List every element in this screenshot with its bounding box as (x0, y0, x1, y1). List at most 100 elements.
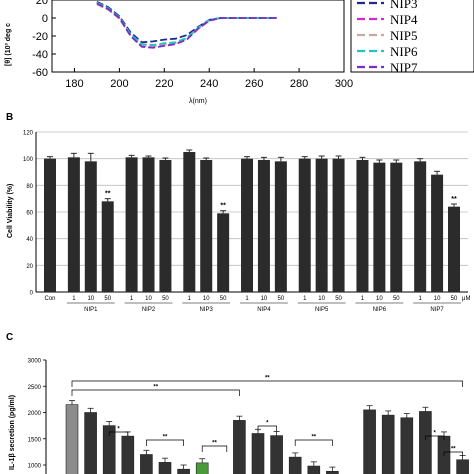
panel-c-bar (177, 468, 190, 474)
panel-c-bar (140, 454, 153, 474)
panel-a-legend-label: NIP5 (390, 28, 417, 43)
panel-b-bar (298, 158, 311, 292)
panel-b-bar (159, 160, 172, 292)
panel-b-bar (217, 213, 230, 292)
panel-c-bar (121, 435, 135, 474)
panel-b-bar (67, 157, 80, 292)
panel-c-significance-mark: * (434, 431, 437, 437)
panel-a-x-tick-label: 220 (155, 78, 173, 90)
panel-c-significance-mark: * (266, 421, 269, 427)
panel-b-bar (356, 160, 369, 292)
panel-b-bar (183, 152, 196, 292)
panel-c-bar (270, 435, 283, 474)
panel-c-significance-mark: ** (311, 435, 316, 441)
panel-b-group-label: NIP7 (430, 307, 444, 313)
panel-b-x-tick-label: 10 (87, 296, 94, 302)
panel-c-significance-mark: ** (212, 441, 217, 447)
panel-b-x-tick-label: 50 (393, 296, 400, 302)
panel-b-bar (332, 158, 345, 292)
panel-b-x-tick-label: 50 (220, 296, 227, 302)
panel-c-bracket (108, 431, 129, 436)
panel-b-x-tick-label: 50 (104, 296, 111, 302)
panel-c-y-tick-label: 1000 (28, 464, 42, 470)
panel-b-bar (414, 161, 427, 292)
panel-c-letter: C (6, 332, 13, 343)
panel-b-bar (200, 160, 213, 292)
panel-c-bracket (71, 380, 463, 387)
panel-b-x-tick-label: 50 (162, 296, 169, 302)
panel-c-bar (288, 456, 302, 474)
panel-b-group-label: NIP1 (84, 307, 98, 313)
panel-b-x-tick-label: 1 (303, 296, 307, 302)
panel-b-bar (101, 201, 114, 292)
panel-a-legend-label: NIP4 (390, 12, 418, 27)
panel-b-bar (274, 161, 287, 292)
panel-c-bar (158, 462, 172, 474)
panel-b-bar (315, 158, 328, 292)
panel-a-y-tick-label: 0 (42, 13, 48, 25)
panel-b-bar (44, 158, 56, 292)
panel-b-bar (241, 158, 254, 292)
panel-a-y-axis-label: [θ] (10³ deg c (5, 23, 12, 66)
panel-b-x-tick-label: 1 (188, 296, 192, 302)
panel-a-x-axis: 180 200 220 240 260 280 300 (65, 68, 353, 90)
panel-b-group-label: NIP4 (257, 307, 271, 313)
panel-a-plot-frame (51, 0, 345, 73)
panel-b-bar (142, 157, 155, 292)
panel-c-significance-mark: ** (265, 376, 270, 382)
panel-a-x-tick-label: 300 (335, 78, 353, 90)
panel-a: 200-20-40-60 180 200 220 240 260 280 300 [θ] (… (5, 0, 474, 105)
panel-a-y-tick-label: 20 (36, 0, 48, 7)
panel-b-y-tick-label: 40 (26, 237, 33, 243)
panel-b-x-tick-label: 10 (376, 296, 383, 302)
panel-a-y-axis: 20 0 -20 -40 -60 (32, 0, 56, 79)
panel-b-y-tick-label: 20 (26, 264, 33, 270)
panel-b-bar (373, 162, 386, 292)
panel-b-x-tick-label: 1 (72, 296, 76, 302)
panel-a-legend-label: NIP6 (390, 44, 418, 59)
panel-b-significance-mark: ** (451, 196, 457, 203)
panel-b-significance-mark: ** (220, 203, 226, 210)
panel-b-x-tick-label: 10 (203, 296, 210, 302)
panel-c-y-tick-label: 1500 (28, 437, 42, 443)
panel-b-bar (448, 206, 460, 292)
panel-b-x-tick-label: 10 (318, 296, 325, 302)
panel-c-bar (233, 420, 246, 474)
panel-c-significance-mark: ** (451, 447, 456, 453)
panel-b-x-tick-label: 10 (145, 296, 152, 302)
panel-a-y-tick-label: -20 (32, 31, 48, 43)
panel-b-group-label: NIP3 (200, 307, 214, 313)
panel-b-group-label: NIP6 (373, 307, 387, 313)
panel-c-significance-mark: * (117, 427, 120, 433)
panel-b-y-axis-label: Cell Viability (%) (7, 184, 14, 238)
panel-b-significance-mark: ** (105, 191, 111, 198)
panel-b-bars: ** ** ** (44, 149, 460, 292)
panel-c-y-axis-label: IL-1β secretion (pg/ml) (9, 395, 16, 470)
panel-c-bracket (71, 389, 240, 396)
panel-c-bracket (294, 439, 333, 446)
panel-b-x-tick-label: 1 (361, 296, 365, 302)
panel-b-y-tick-label: 120 (23, 131, 34, 137)
panel-c-significance-mark: ** (163, 435, 168, 441)
panel-a-series-line-nip7 (96, 2, 277, 49)
panel-b-group-label: NIP2 (142, 307, 156, 313)
panel-c-bracket (443, 451, 463, 456)
panel-c-bracket (146, 439, 184, 446)
panel-b-y-tick-label: 0 (30, 291, 34, 297)
panel-b-x-tick-label: 10 (261, 296, 268, 302)
panel-b-x-tick-label: Con (44, 296, 55, 302)
panel-c-y-axis: 1000 1500 2000 2500 3000 (28, 359, 46, 470)
panel-c-significance-brackets: *************** (71, 376, 463, 456)
panel-b-y-tick-label: 80 (26, 184, 33, 190)
panel-b-letter: B (6, 112, 13, 123)
panel-c-bracket (201, 445, 228, 452)
panel-a-series-line-nip3 (96, 0, 277, 44)
panel-b-x-tick-label: 1 (245, 296, 249, 302)
panel-a-x-tick-label: 280 (290, 78, 308, 90)
panel-c-y-tick-label: 3000 (28, 359, 42, 365)
panel-c-bracket (425, 435, 445, 440)
panel-b-bar (431, 174, 444, 292)
